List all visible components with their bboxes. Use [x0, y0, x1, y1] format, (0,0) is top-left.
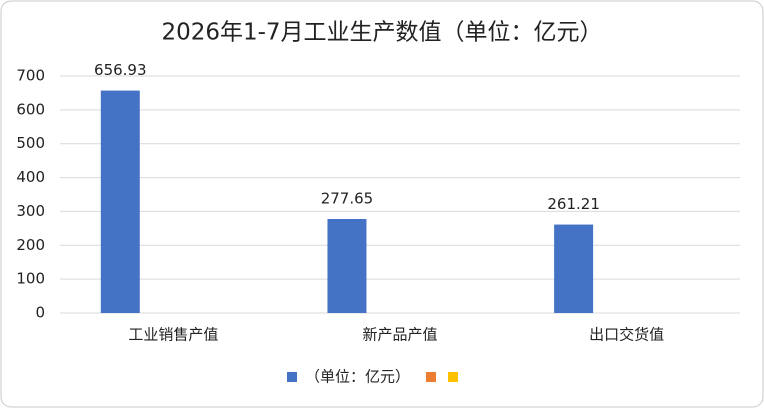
- y-tick-label: 0: [35, 304, 45, 322]
- x-tick-label: 出口交货值: [589, 326, 664, 344]
- data-label: 277.65: [321, 189, 374, 207]
- y-tick-label: 400: [16, 168, 45, 186]
- y-tick-label: 100: [16, 270, 45, 288]
- y-tick-label: 300: [16, 202, 45, 220]
- bar: [327, 218, 367, 313]
- legend-swatch: [287, 372, 297, 382]
- bar: [100, 90, 140, 313]
- y-tick-label: 500: [16, 134, 45, 152]
- data-label: 656.93: [94, 61, 147, 79]
- legend-swatch: [426, 372, 437, 382]
- legend-swatch: [448, 372, 459, 382]
- data-label: 261.21: [547, 195, 600, 213]
- y-tick-label: 200: [16, 236, 45, 254]
- legend-label: （单位：亿元）: [305, 368, 410, 386]
- bar: [554, 224, 594, 313]
- y-tick-label: 700: [16, 67, 45, 85]
- x-tick-label: 新产品产值: [362, 326, 437, 344]
- x-tick-label: 工业销售产值: [128, 326, 218, 344]
- y-tick-label: 600: [16, 100, 45, 118]
- chart-title: 2026年1-7月工业生产数值（单位：亿元）: [161, 20, 602, 46]
